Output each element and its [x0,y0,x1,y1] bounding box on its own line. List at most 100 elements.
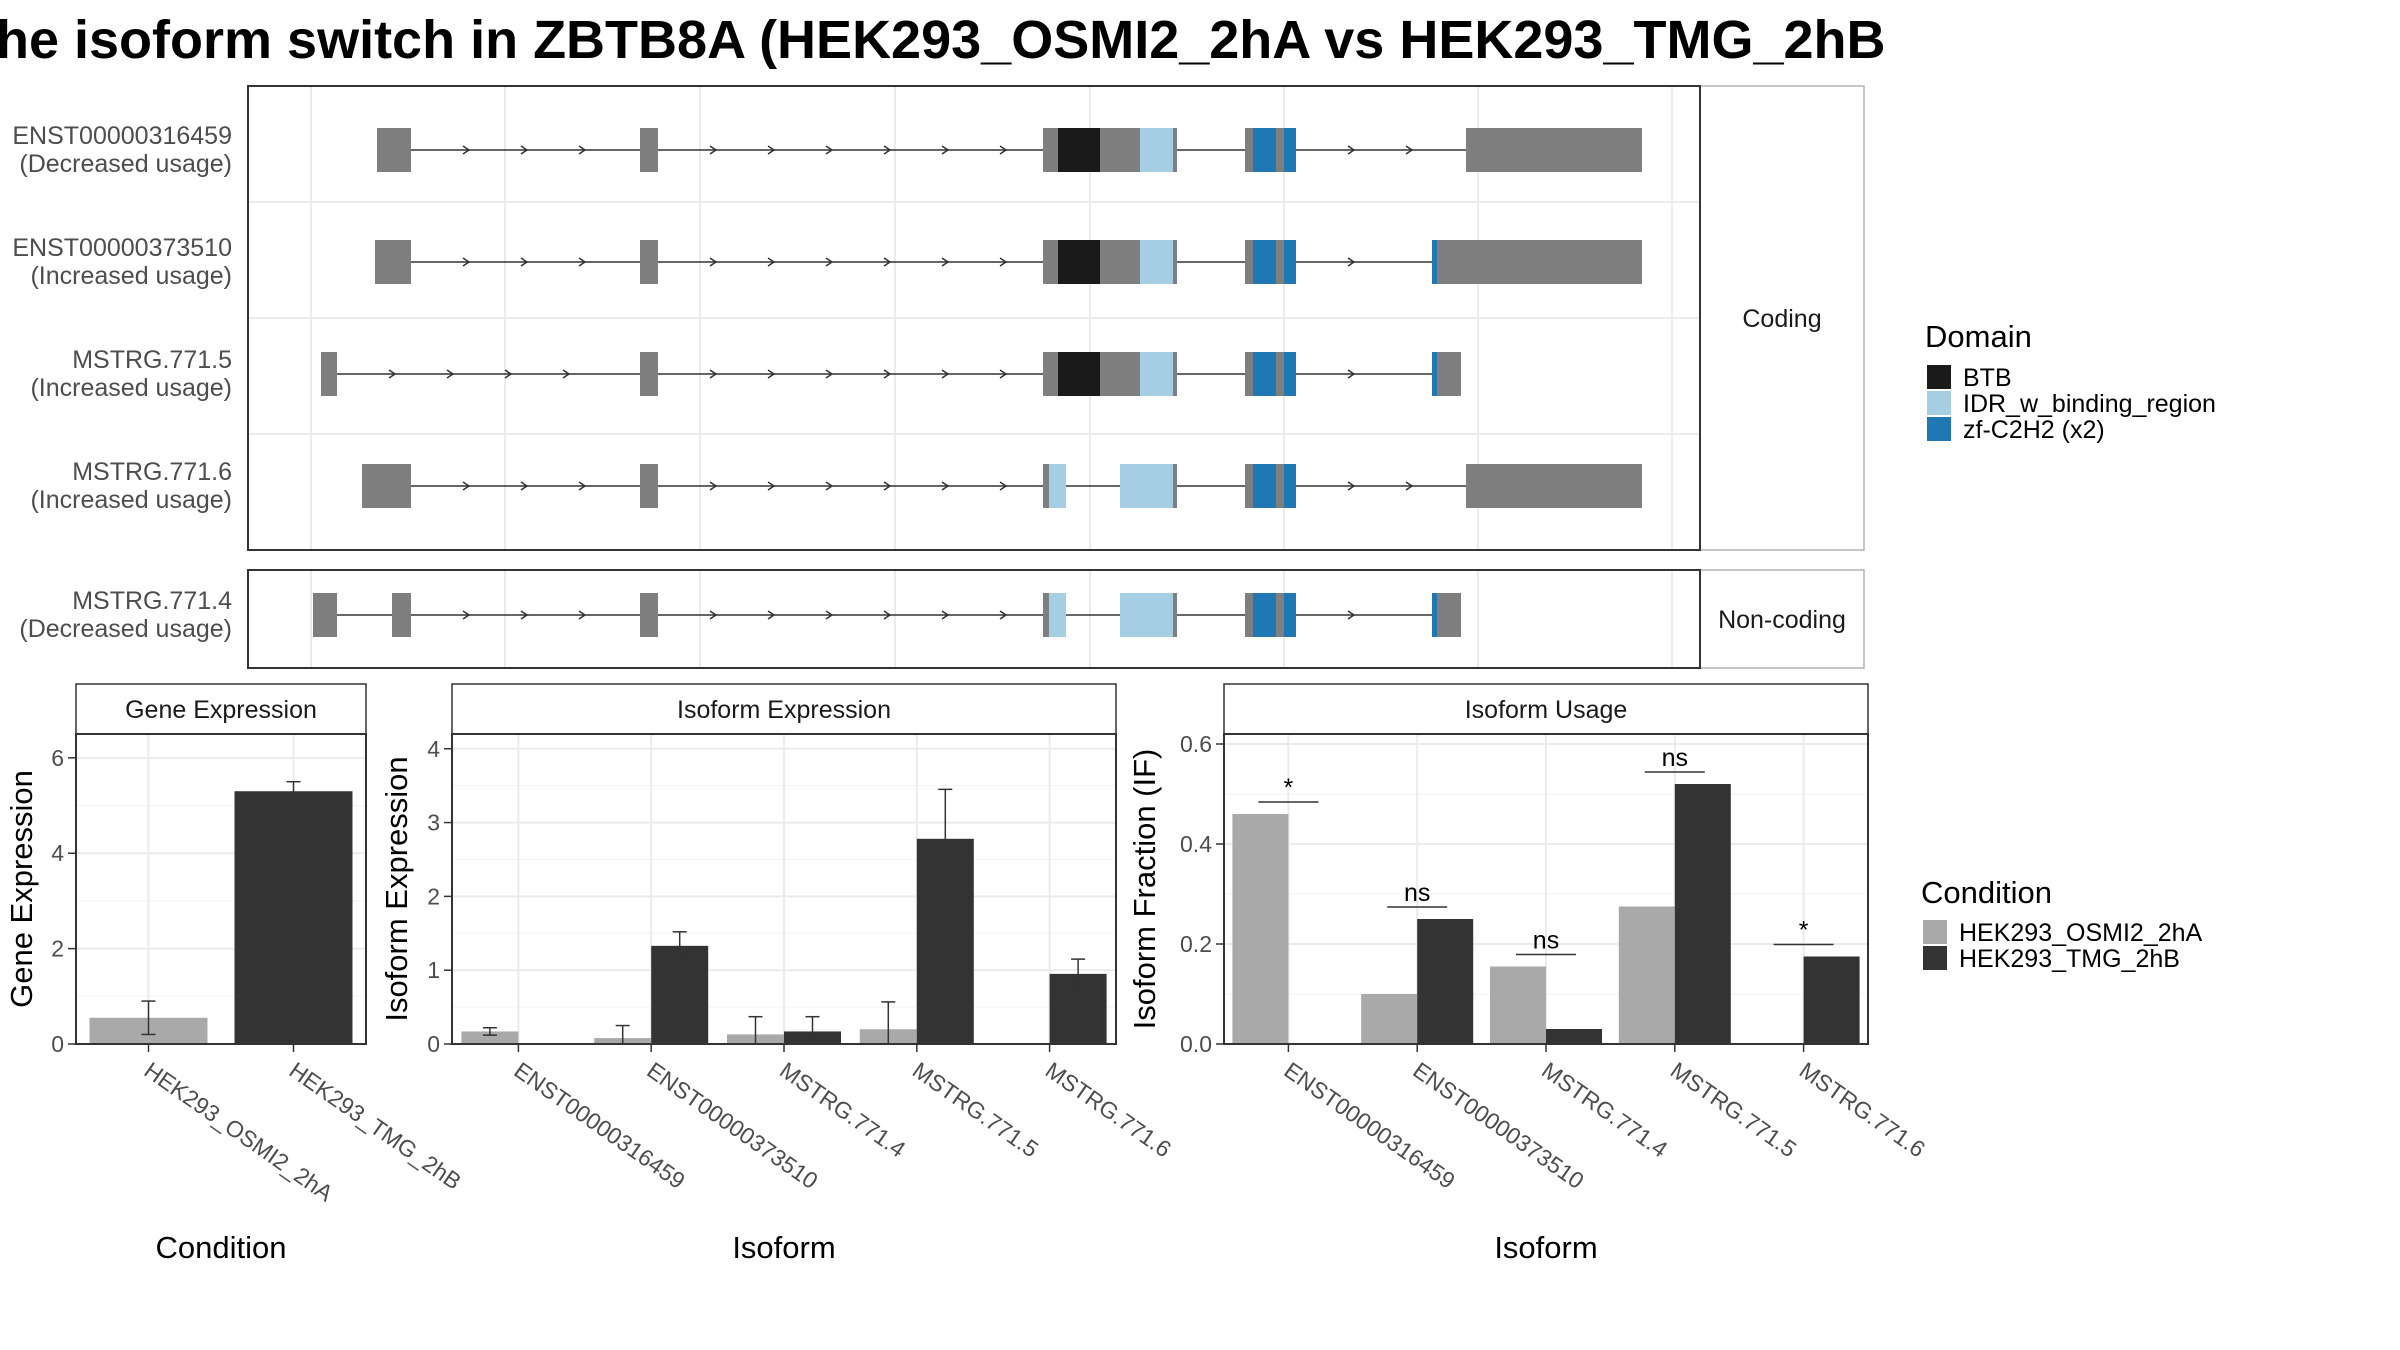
intron-arrow [767,481,776,491]
intron-arrow [562,369,571,379]
intron-arrow [1347,369,1356,379]
exon-domain-zf [1284,128,1296,172]
y-axis-title: Isoform Fraction (IF) [1127,749,1162,1030]
isoform-id-label: MSTRG.771.6 [72,458,232,486]
x-tick-label: MSTRG.771.6 [1795,1057,1930,1163]
exon-utr [1245,352,1253,396]
exon-domain-idr [1140,352,1173,396]
exon-domain-idr [1120,464,1173,508]
exon-utr [1276,128,1284,172]
intron-arrow [520,257,529,267]
intron-arrow [709,610,718,620]
intron-arrow [941,257,950,267]
exon-utr [1475,464,1642,508]
exon-domain-zf [1253,593,1276,637]
exon-utr [313,593,337,637]
legend-swatch [1927,365,1951,389]
x-tick-label: MSTRG.771.5 [1666,1057,1801,1163]
intron-arrow [941,145,950,155]
significance-label: ns [1404,879,1430,907]
structure-panel-border [247,85,1701,551]
exon-utr [392,593,411,637]
plot-border [1223,733,1869,1045]
y-tick-label: 3 [427,810,440,836]
intron-arrow [1347,145,1356,155]
exon-utr [640,352,658,396]
intron-arrow [825,369,834,379]
figure-title: he isoform switch in ZBTB8A (HEK293_OSMI… [0,10,1886,70]
intron-arrow [941,369,950,379]
y-tick-label: 0 [427,1031,440,1057]
x-axis-title: Condition [156,1230,287,1265]
exon-domain-btb [1058,352,1100,396]
legend-label: BTB [1963,364,2012,392]
legend-swatch [1923,946,1947,970]
facet-strip-label: Non-coding [1718,606,1846,634]
exon-domain-zf [1284,352,1296,396]
exon-utr [640,240,658,284]
bar [461,1031,519,1044]
exon-utr [1173,352,1177,396]
isoform-expression-panel: Isoform ExpressionENST00000316459ENST000… [379,683,1176,1265]
intron-arrow [446,369,455,379]
y-tick-label: 0.4 [1180,831,1212,857]
exon-utr [1100,240,1140,284]
intron-arrow [1347,610,1356,620]
intron-arrow [578,257,587,267]
intron-arrow [999,257,1008,267]
exon-domain-zf [1253,464,1276,508]
exon-domain-zf [1253,240,1276,284]
exon-domain-zf [1284,593,1296,637]
legend-label: zf-C2H2 (x2) [1963,416,2105,444]
exon-utr [1276,464,1284,508]
y-axis-title: Gene Expression [4,770,39,1008]
intron-arrow [578,610,587,620]
exon-domain-idr [1049,464,1066,508]
exon-utr [1043,128,1058,172]
y-tick-label: 0.0 [1180,1031,1212,1057]
intron-arrow [825,145,834,155]
exon-domain-btb [1058,128,1100,172]
legend-title: Domain [1925,319,2032,354]
bar [234,791,353,1044]
intron-arrow [520,481,529,491]
intron-arrow [825,257,834,267]
x-tick-label: MSTRG.771.4 [1537,1057,1672,1163]
exon-utr [640,128,658,172]
exon-utr [1437,352,1461,396]
isoform-usage-label: (Increased usage) [30,262,232,290]
exon-domain-idr [1120,593,1173,637]
intron-arrow [1405,481,1414,491]
intron-arrow [941,481,950,491]
exon-utr [640,464,658,508]
intron-arrow [578,145,587,155]
y-tick-label: 2 [427,883,440,909]
exon-utr [1276,352,1284,396]
exon-utr [1276,593,1284,637]
intron-arrow [883,369,892,379]
intron-arrow [709,369,718,379]
exon-domain-zf [1432,352,1437,396]
bar [1674,784,1731,1044]
x-tick-label: MSTRG.771.6 [1041,1057,1176,1163]
legend-swatch [1923,920,1947,944]
isoform-id-label: ENST00000316459 [12,122,232,150]
exon-domain-zf [1432,593,1437,637]
significance-label: * [1799,917,1809,945]
intron-arrow [709,257,718,267]
intron-arrow [1347,257,1356,267]
intron-arrow [462,610,471,620]
facet-strip-label: Coding [1742,305,1821,333]
legend-swatch [1927,417,1951,441]
legend-label: HEK293_OSMI2_2hA [1959,919,2203,947]
plot-border [451,733,1117,1045]
isoform-usage-panel: Isoform Usage*ENST00000316459nsENST00000… [1127,683,1930,1265]
legend-label: HEK293_TMG_2hB [1959,945,2180,973]
intron-arrow [767,257,776,267]
y-tick-label: 0 [51,1031,64,1057]
exon-domain-idr [1140,240,1173,284]
exon-domain-zf [1432,240,1437,284]
exon-domain-btb [1058,240,1100,284]
